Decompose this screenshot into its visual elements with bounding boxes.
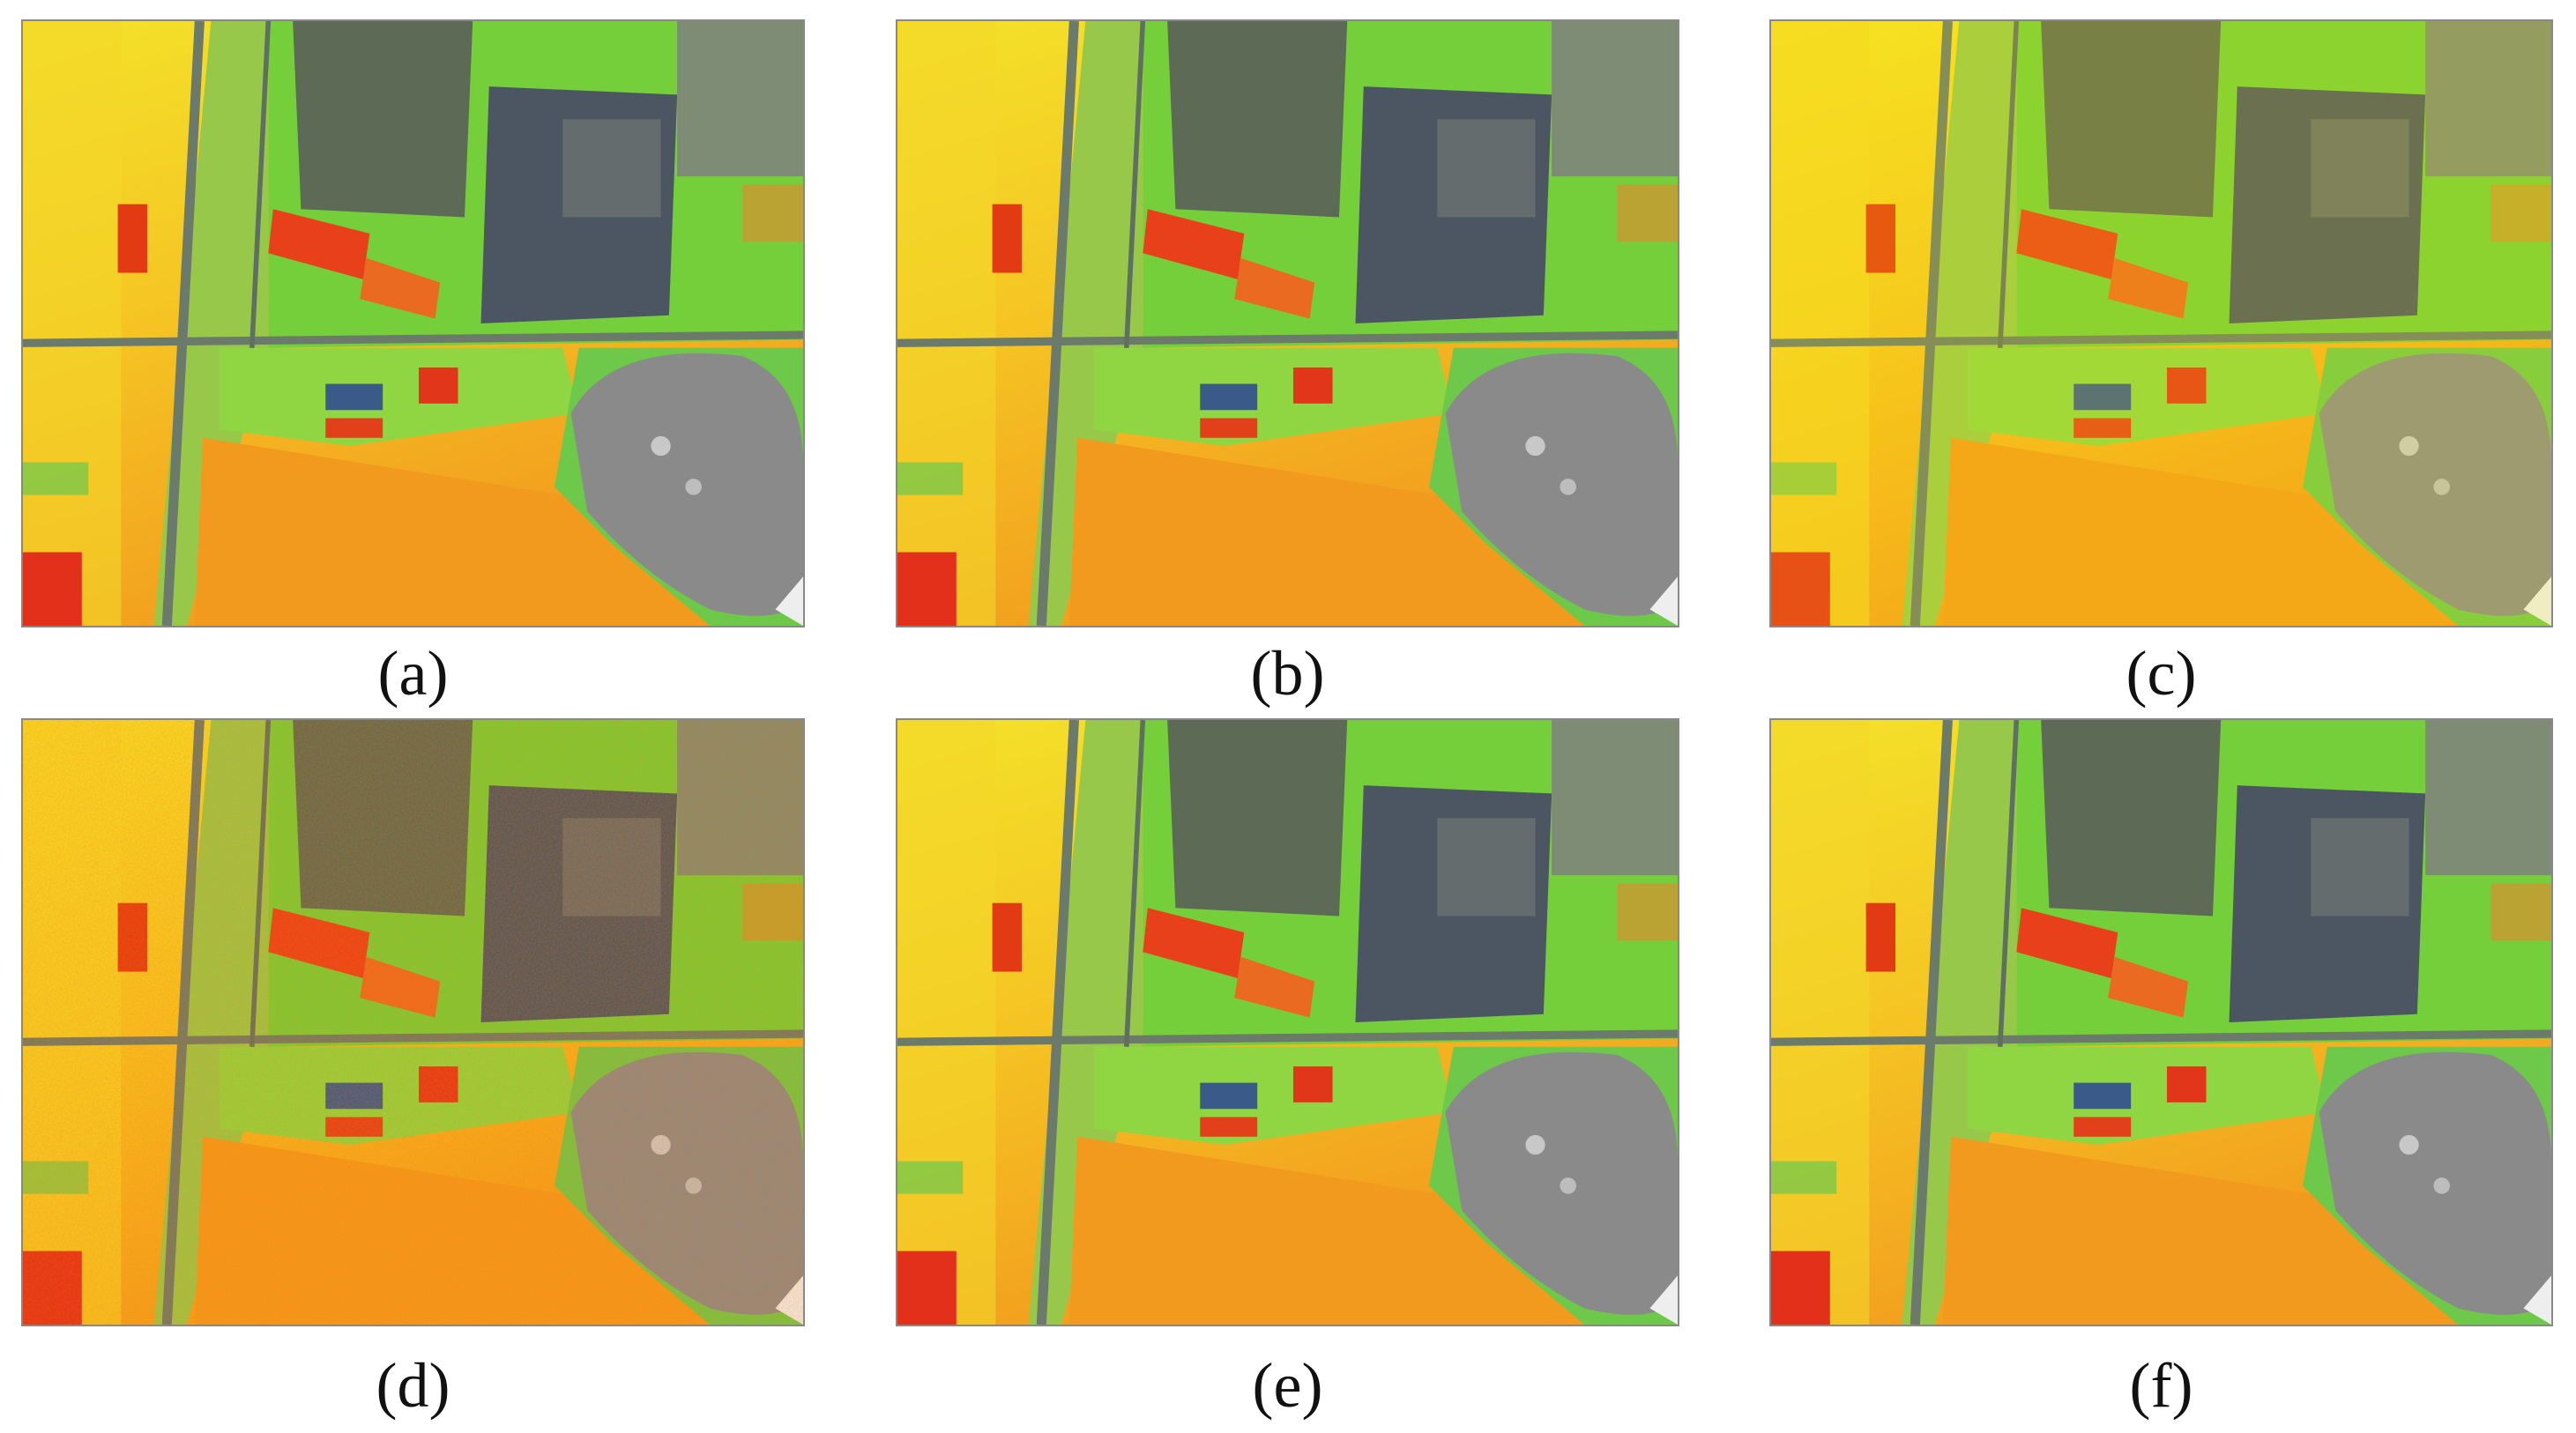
panel-label: (c): [2126, 638, 2197, 709]
panel-label: (d): [376, 1350, 450, 1421]
panel-label: (a): [377, 638, 449, 709]
scene: [897, 21, 1678, 626]
false-color-image: [1771, 720, 2551, 1325]
image-panel: [21, 718, 805, 1326]
false-color-image: [897, 720, 1678, 1325]
image-panel: [21, 19, 805, 627]
scene: [1771, 720, 2551, 1325]
overlay: [1771, 21, 2551, 626]
false-color-image: [23, 21, 803, 626]
panel-label: (b): [1250, 638, 1325, 709]
false-color-image: [23, 720, 803, 1325]
image-panel: [896, 718, 1679, 1326]
overlay: [23, 720, 803, 1325]
panel-label: (f): [2129, 1350, 2193, 1421]
image-panel: [1769, 19, 2553, 627]
false-color-image: [1771, 21, 2551, 626]
scene: [897, 720, 1678, 1325]
image-panel: [1769, 718, 2553, 1326]
image-panel: [896, 19, 1679, 627]
false-color-image: [897, 21, 1678, 626]
scene: [23, 21, 803, 626]
panel-label: (e): [1252, 1350, 1323, 1421]
